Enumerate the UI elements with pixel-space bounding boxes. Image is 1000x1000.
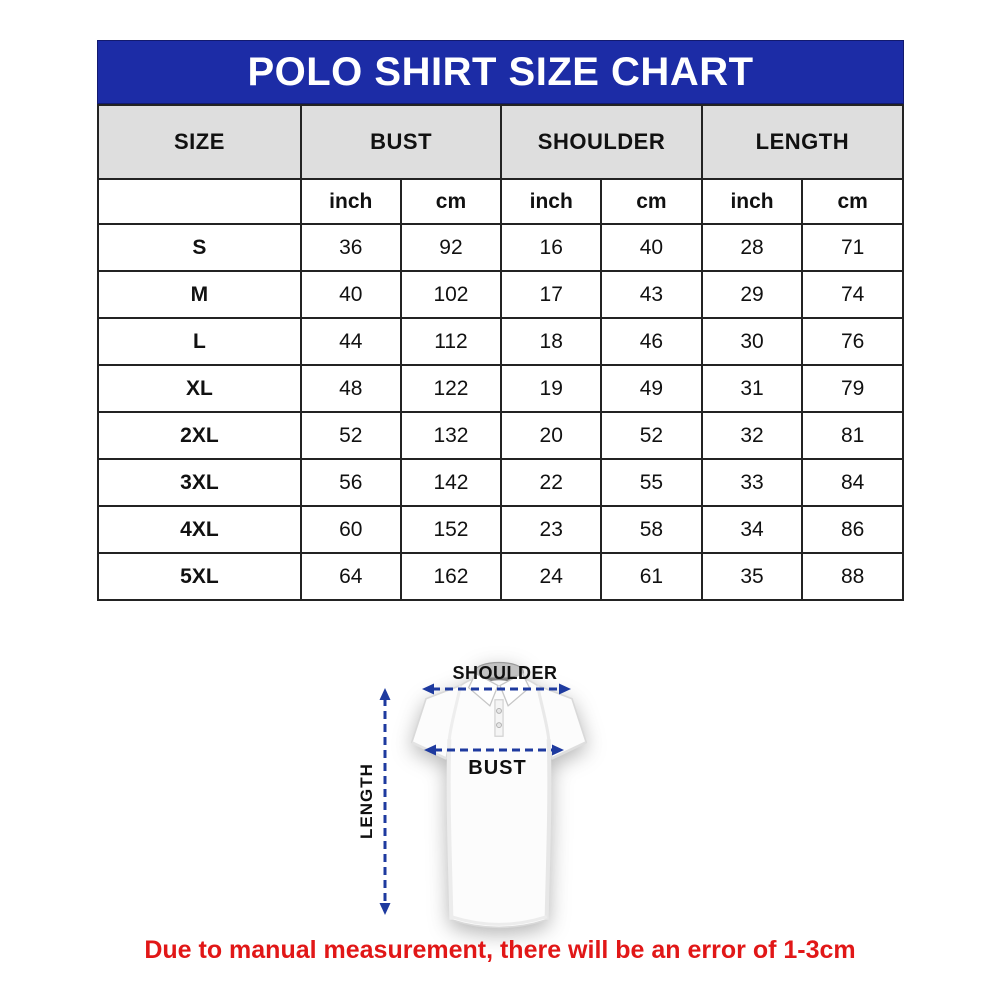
measurement-cell: 152	[399, 505, 503, 554]
measurement-cell: 46	[600, 317, 703, 366]
measurement-cell: 76	[801, 317, 904, 366]
unit-header-cell: cm	[399, 178, 503, 225]
measurement-cell: 31	[700, 364, 804, 413]
size-label-cell: 4XL	[97, 505, 302, 554]
measurement-cell: 36	[299, 223, 402, 272]
column-header-length: LENGTH	[700, 104, 905, 180]
measurement-cell: 84	[801, 458, 904, 507]
measurement-cell: 28	[700, 223, 804, 272]
measurement-cell: 162	[399, 552, 503, 601]
unit-header-cell: inch	[299, 178, 402, 225]
column-header-shoulder: SHOULDER	[500, 104, 703, 180]
size-label-cell: 3XL	[97, 458, 302, 507]
size-table: SIZE BUST SHOULDER LENGTH inch cm inch c…	[97, 104, 905, 601]
measurement-cell: 52	[600, 411, 703, 460]
table-row: L 44 112 18 46 30 76	[97, 317, 904, 366]
shoulder-label: SHOULDER	[452, 663, 558, 683]
measurement-diagram: SHOULDER BUST LENGTH	[335, 643, 665, 943]
size-label-cell: 5XL	[97, 552, 302, 601]
measurement-cell: 48	[299, 364, 402, 413]
measurement-note: Due to manual measurement, there will be…	[144, 936, 856, 964]
polo-shirt-illustration	[410, 662, 588, 929]
measurement-cell: 112	[399, 317, 503, 366]
length-arrow	[379, 688, 391, 915]
measurement-cell: 16	[500, 223, 603, 272]
chart-title: POLO SHIRT SIZE CHART	[97, 40, 904, 104]
measurement-cell: 29	[700, 270, 804, 319]
group-header-row: SIZE BUST SHOULDER LENGTH	[97, 104, 905, 180]
size-label-cell: XL	[97, 364, 302, 413]
unit-header-cell	[97, 178, 302, 225]
unit-header-cell: inch	[500, 178, 603, 225]
measurement-cell: 23	[500, 505, 603, 554]
measurement-cell: 35	[700, 552, 804, 601]
table-row: 5XL 64 162 24 61 35 88	[97, 552, 904, 601]
measurement-cell: 132	[399, 411, 503, 460]
measurement-cell: 60	[299, 505, 402, 554]
measurement-cell: 33	[700, 458, 804, 507]
measurement-cell: 18	[500, 317, 603, 366]
measurement-cell: 44	[299, 317, 402, 366]
measurement-cell: 86	[801, 505, 904, 554]
size-table-body: S 36 92 16 40 28 71 M 40 102 17 43 29 74 L 44 112 18 46 30 7…	[97, 223, 904, 601]
measurement-cell: 20	[500, 411, 603, 460]
measurement-cell: 88	[801, 552, 904, 601]
measurement-cell: 71	[801, 223, 904, 272]
measurement-cell: 74	[801, 270, 904, 319]
measurement-cell: 64	[299, 552, 402, 601]
measurement-cell: 19	[500, 364, 603, 413]
measurement-cell: 32	[700, 411, 804, 460]
measurement-cell: 22	[500, 458, 603, 507]
measurement-cell: 92	[399, 223, 503, 272]
size-chart-panel: POLO SHIRT SIZE CHART SIZE BUST SHOULDER…	[97, 40, 905, 601]
column-header-size: SIZE	[97, 104, 302, 180]
measurement-cell: 17	[500, 270, 603, 319]
size-label-cell: M	[97, 270, 302, 319]
measurement-cell: 61	[600, 552, 703, 601]
measurement-cell: 43	[600, 270, 703, 319]
size-label-cell: S	[97, 223, 302, 272]
size-label-cell: L	[97, 317, 302, 366]
measurement-cell: 40	[600, 223, 703, 272]
measurement-cell: 24	[500, 552, 603, 601]
unit-header-cell: inch	[700, 178, 804, 225]
measurement-cell: 81	[801, 411, 904, 460]
measurement-cell: 79	[801, 364, 904, 413]
measurement-cell: 49	[600, 364, 703, 413]
column-header-bust: BUST	[299, 104, 503, 180]
table-row: 2XL 52 132 20 52 32 81	[97, 411, 904, 460]
measurement-cell: 55	[600, 458, 703, 507]
measurement-cell: 30	[700, 317, 804, 366]
measurement-cell: 40	[299, 270, 402, 319]
table-row: 3XL 56 142 22 55 33 84	[97, 458, 904, 507]
measurement-cell: 52	[299, 411, 402, 460]
unit-header-cell: cm	[600, 178, 703, 225]
table-row: S 36 92 16 40 28 71	[97, 223, 904, 272]
unit-header-row: inch cm inch cm inch cm	[97, 178, 904, 225]
table-row: M 40 102 17 43 29 74	[97, 270, 904, 319]
length-label: LENGTH	[357, 763, 376, 839]
size-label-cell: 2XL	[97, 411, 302, 460]
measurement-cell: 58	[600, 505, 703, 554]
measurement-cell: 56	[299, 458, 402, 507]
bust-label: BUST	[468, 757, 527, 779]
table-row: XL 48 122 19 49 31 79	[97, 364, 904, 413]
table-row: 4XL 60 152 23 58 34 86	[97, 505, 904, 554]
measurement-cell: 102	[399, 270, 503, 319]
measurement-cell: 34	[700, 505, 804, 554]
measurement-cell: 142	[399, 458, 503, 507]
measurement-cell: 122	[399, 364, 503, 413]
unit-header-cell: cm	[801, 178, 904, 225]
